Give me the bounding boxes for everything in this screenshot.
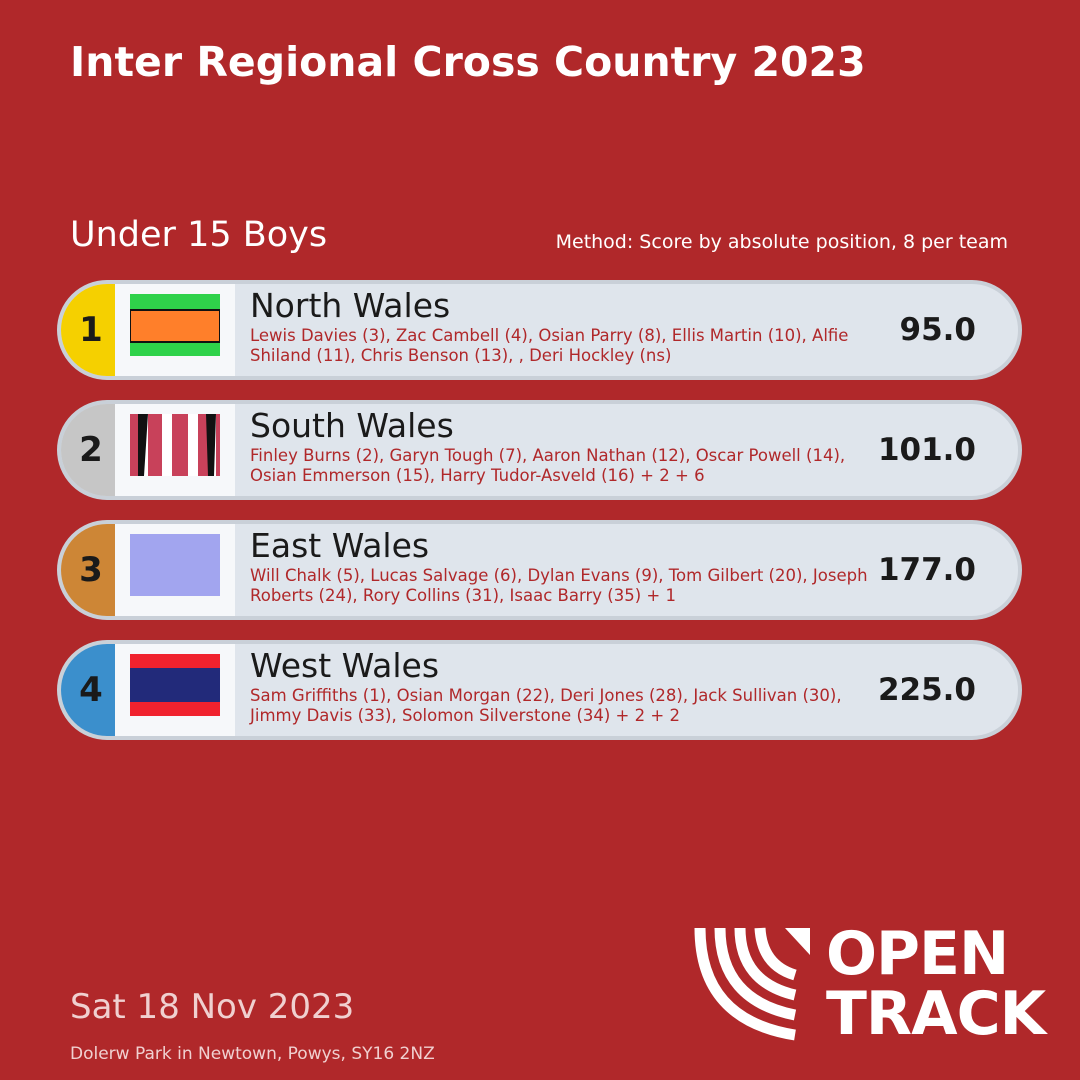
team-members: Lewis Davies (3), Zac Cambell (4), Osian… — [250, 326, 849, 365]
logo-text: OPEN — [826, 919, 1009, 989]
team-name: North Wales — [250, 286, 451, 325]
team-row: 1 North Wales Lewis Davies (3), Zac Camb… — [57, 280, 1022, 380]
team-score: 101.0 — [877, 432, 976, 468]
flag-icon — [130, 534, 220, 596]
title: Inter Regional Cross Country 2023 — [70, 38, 866, 86]
team-row: 3 East Wales Will Chalk (5), Lucas Salva… — [57, 520, 1022, 620]
team-score: 95.0 — [899, 312, 977, 348]
venue: Dolerw Park in Newtown, Powys, SY16 2NZ — [70, 1044, 435, 1064]
logo-text: TRACK — [826, 979, 1046, 1049]
rank: 4 — [61, 644, 115, 736]
team-name: West Wales — [250, 646, 440, 685]
team-members: Sam Griffiths (1), Osian Morgan (22), De… — [250, 686, 842, 725]
team-row: 2 South Wales Finley Burns (2), Garyn To… — [57, 400, 1022, 500]
event-date: Sat 18 Nov 2023 — [70, 987, 355, 1027]
team-kit — [115, 524, 235, 616]
rank: 1 — [61, 284, 115, 376]
flag-icon — [130, 654, 220, 716]
team-members: Finley Burns (2), Garyn Tough (7), Aaron… — [250, 446, 846, 485]
team-kit — [115, 644, 235, 736]
team-score: 177.0 — [877, 552, 976, 588]
team-kit — [115, 404, 235, 496]
team-score: 225.0 — [877, 672, 976, 708]
category: Under 15 Boys — [70, 215, 328, 255]
stripes-icon — [130, 414, 220, 476]
team-name: East Wales — [250, 526, 430, 565]
rank: 2 — [61, 404, 115, 496]
team-name: South Wales — [250, 406, 454, 445]
rank: 3 — [61, 524, 115, 616]
flag-icon — [130, 294, 220, 356]
logo-mark — [694, 927, 810, 1041]
team-row: 4 West Wales Sam Griffiths (1), Osian Mo… — [57, 640, 1022, 740]
method: Method: Score by absolute position, 8 pe… — [555, 231, 1008, 253]
team-members: Will Chalk (5), Lucas Salvage (6), Dylan… — [250, 566, 868, 605]
team-kit — [115, 284, 235, 376]
